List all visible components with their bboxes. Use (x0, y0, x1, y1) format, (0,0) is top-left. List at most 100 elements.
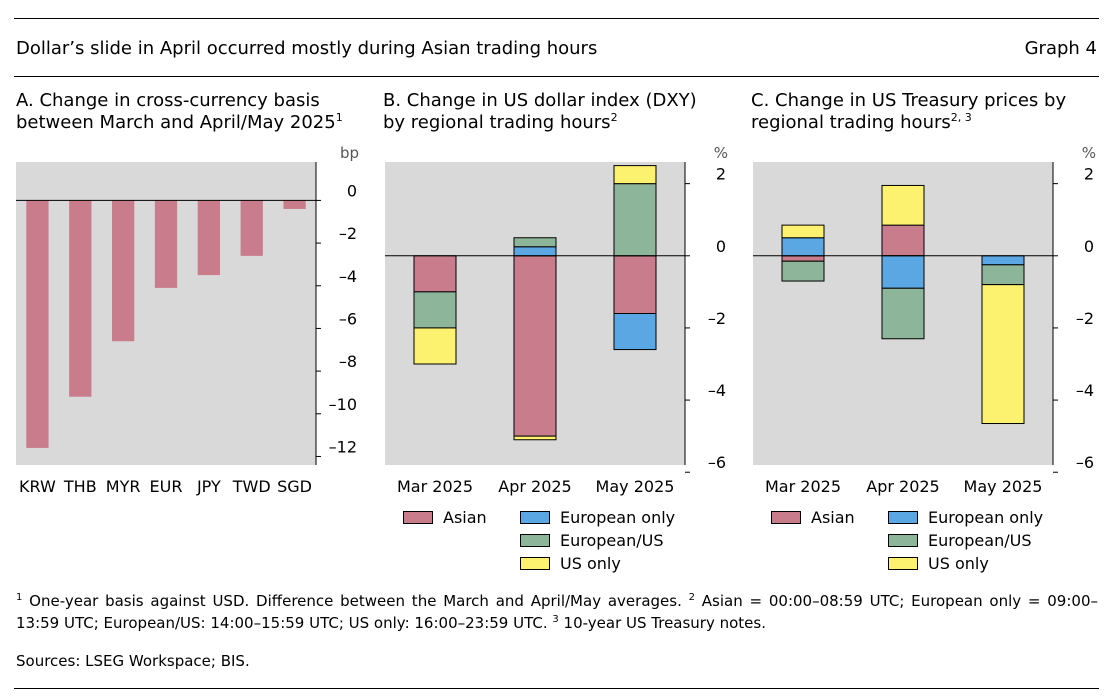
bar-myr (112, 200, 135, 342)
chart-panel-a: bp 0 –2 –4 –6 –8 –10 –12 KRW THB MYR EUR JPY TWD SGD (16, 144, 359, 496)
bar-krw (26, 200, 49, 448)
y-axis-unit: % (1082, 144, 1096, 162)
y-tick-label: 2 (1084, 165, 1094, 184)
x-tick-label-eur: EUR (150, 477, 183, 496)
graph-number: Graph 4 (1024, 38, 1097, 59)
bar-twd (240, 200, 263, 256)
sources: Sources: LSEG Workspace; BIS. (16, 652, 250, 670)
legend-swatch-european-only (888, 511, 918, 524)
x-tick-label-apr-2025: Apr 2025 (866, 477, 939, 496)
panel-b-title: B. Change in US dollar index (DXY) by re… (383, 90, 697, 134)
y-tick-label: 2 (716, 165, 726, 184)
footnote-1-text: One-year basis against USD. Difference b… (22, 592, 689, 610)
x-tick-label-twd: TWD (232, 477, 271, 496)
x-tick-label-jpy: JPY (196, 477, 221, 496)
bar-segment-european-us-mar-2025 (781, 260, 825, 282)
y-tick-label: –4 (708, 381, 726, 400)
x-tick-label-myr: MYR (106, 477, 141, 496)
bar-segment-asian-mar-2025 (413, 255, 457, 293)
y-tick-label: –10 (329, 395, 357, 414)
legend-label-european-us: European/US (928, 531, 1032, 550)
footnote-2-marker: 2 (688, 592, 695, 603)
bar-segment-european-us-may-2025 (981, 264, 1025, 286)
y-axis-unit: % (714, 144, 728, 162)
legend-label-european-only: European only (928, 508, 1044, 527)
legend-label-us-only: US only (928, 554, 989, 573)
footnote-3-text: 10-year US Treasury notes. (558, 614, 766, 632)
y-tick-label: –8 (339, 352, 357, 371)
panel-b-title-line2: by regional trading hours (383, 112, 611, 133)
bar-segment-european-us-mar-2025 (413, 291, 457, 329)
y-tick-label: –4 (1076, 381, 1094, 400)
legend-swatch-european-only (520, 511, 550, 524)
bar-segment-european-us-may-2025 (613, 183, 657, 257)
panel-a-title-line2: between March and April/May 2025 (16, 112, 336, 133)
x-tick-label-mar-2025: Mar 2025 (397, 477, 473, 496)
legend-swatch-european-us (520, 534, 550, 547)
x-tick-label-krw: KRW (19, 477, 56, 496)
footnote-2-text: Asian = 00:00–08:59 UTC; European only =… (16, 592, 1098, 632)
x-tick-label-may-2025: May 2025 (596, 477, 675, 496)
bar-segment-asian-mar-2025 (781, 255, 825, 262)
bar-sgd (283, 200, 306, 209)
bar-segment-european-only-may-2025 (981, 255, 1025, 266)
y-tick-label: –2 (1076, 309, 1094, 328)
panel-b-title-line1: B. Change in US dollar index (DXY) (383, 90, 697, 111)
header-rule (14, 76, 1099, 77)
y-tick-label: –6 (1076, 453, 1094, 472)
panel-a-title-footnote: 1 (335, 111, 343, 124)
y-tick-label: –4 (339, 267, 357, 286)
panel-c-title-line2: regional trading hours (751, 112, 951, 133)
bar-segment-us-only-may-2025 (981, 284, 1025, 425)
y-tick-label: –12 (329, 437, 357, 456)
panel-a-title: A. Change in cross-currency basis betwee… (16, 90, 343, 134)
bar-segment-asian-apr-2025 (881, 224, 925, 257)
bar-eur (154, 200, 178, 288)
legend-swatch-us-only (888, 557, 918, 570)
bar-segment-european-us-apr-2025 (513, 237, 557, 248)
chart-panel-b: % 2 0 –2 –4 –6 Mar 2025 Apr 2025 May 2025 (385, 144, 728, 496)
bar-segment-european-only-mar-2025 (781, 237, 825, 257)
footnote-3-marker: 3 (552, 614, 559, 625)
panel-c-title: C. Change in US Treasury prices by regio… (751, 90, 1066, 134)
legend-label-european-us: European/US (560, 531, 664, 550)
legend-label-us-only: US only (560, 554, 621, 573)
x-tick-label-may-2025: May 2025 (964, 477, 1043, 496)
panel-c-title-footnote: 2, 3 (950, 111, 972, 124)
panel-b-title-footnote: 2 (610, 111, 618, 124)
footnote-1-marker: 1 (16, 592, 23, 603)
y-tick-label: –6 (708, 453, 726, 472)
bar-jpy (197, 200, 220, 276)
bar-thb (69, 200, 92, 397)
bar-segment-us-only-mar-2025 (781, 224, 825, 239)
footnotes: 1 One-year basis against USD. Difference… (16, 590, 1098, 634)
y-tick-label: 0 (1084, 237, 1094, 256)
y-tick-label: 0 (347, 181, 357, 200)
legend-label-asian: Asian (811, 508, 855, 527)
x-tick-label-mar-2025: Mar 2025 (765, 477, 841, 496)
bar-segment-us-only-apr-2025 (881, 184, 925, 226)
y-tick-label: –6 (339, 309, 357, 328)
panel-c-title-line1: C. Change in US Treasury prices by (751, 90, 1067, 111)
x-tick-label-thb: THB (63, 477, 97, 496)
bar-segment-european-only-apr-2025 (881, 255, 925, 289)
bar-segment-european-only-apr-2025 (513, 246, 557, 257)
legend-label-european-only: European only (560, 508, 676, 527)
bar-segment-us-only-mar-2025 (413, 327, 457, 365)
bar-segment-us-only-may-2025 (613, 165, 657, 185)
bar-segment-asian-apr-2025 (513, 255, 557, 437)
y-tick-label: 0 (716, 237, 726, 256)
x-tick-label-apr-2025: Apr 2025 (498, 477, 571, 496)
top-rule (14, 18, 1099, 19)
y-axis-unit: bp (340, 144, 359, 162)
graph-title: Dollar’s slide in April occurred mostly … (16, 38, 598, 59)
bar-segment-european-only-may-2025 (613, 313, 657, 351)
legend-label-asian: Asian (443, 508, 487, 527)
x-tick-label-sgd: SGD (277, 477, 312, 496)
panel-a-title-line1: A. Change in cross-currency basis (16, 90, 320, 111)
bar-segment-european-us-apr-2025 (881, 287, 925, 340)
bar-segment-us-only-apr-2025 (513, 435, 557, 441)
bar-segment-asian-may-2025 (613, 255, 657, 314)
legend-swatch-asian (771, 511, 801, 524)
bottom-rule (14, 688, 1099, 689)
